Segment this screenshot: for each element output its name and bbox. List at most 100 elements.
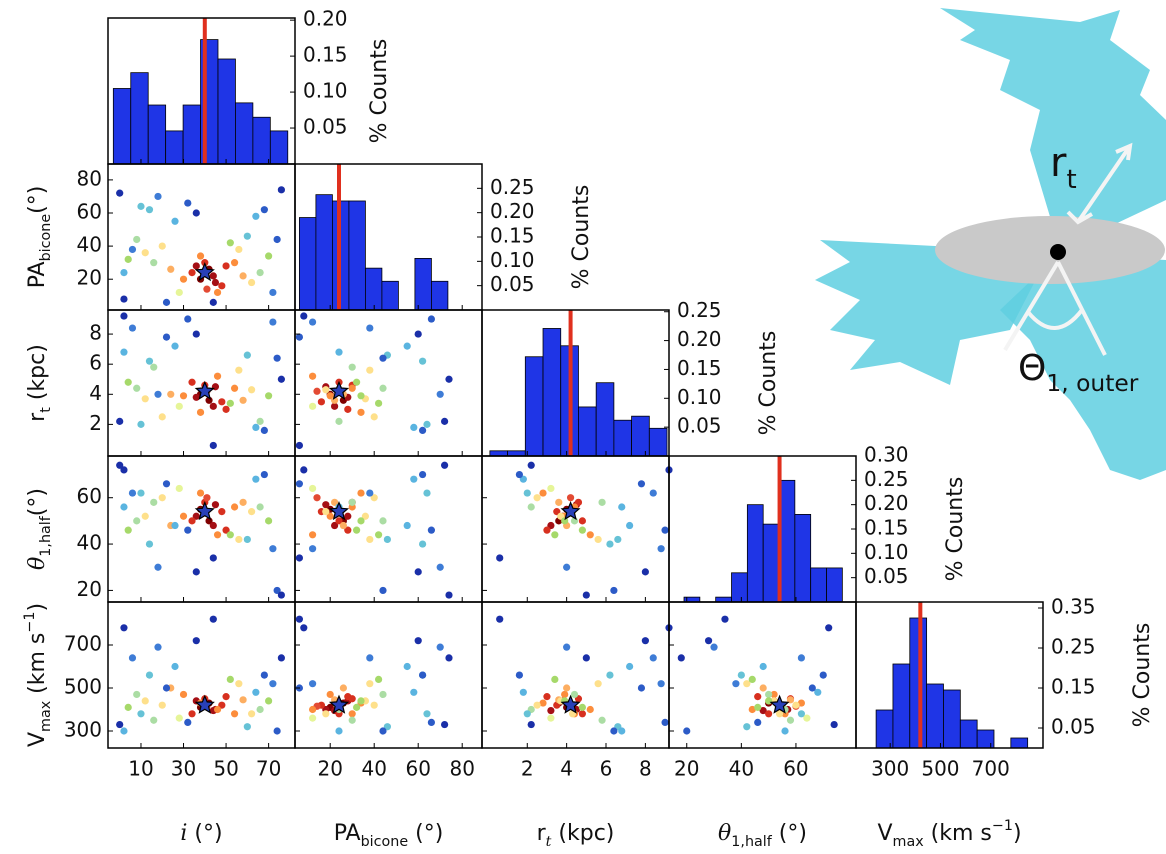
sample-point <box>743 723 750 730</box>
sample-point <box>137 421 144 428</box>
hist-y-tick-label: 0.05 <box>303 115 348 139</box>
label-part: max <box>38 701 54 732</box>
sample-point <box>278 186 285 193</box>
x-axis-label: θ1,half (°) <box>718 821 807 850</box>
sample-point <box>239 272 246 279</box>
sample-point <box>265 252 272 259</box>
sample-point <box>419 358 426 365</box>
sample-point <box>344 406 351 413</box>
y-axis-label: rt (kpc) <box>25 344 54 422</box>
sample-point <box>787 717 794 724</box>
hist-bar <box>431 281 448 310</box>
sample-point <box>516 471 523 478</box>
sample-point <box>252 213 259 220</box>
sample-point <box>379 587 386 594</box>
y-axis-label: θ1,half(°) <box>25 488 54 570</box>
x-tick-label: 700 <box>972 757 1010 781</box>
hist-y-tick-label: 0.15 <box>864 516 909 540</box>
sample-point <box>539 489 546 496</box>
sample-point <box>244 352 251 359</box>
sample-point <box>349 717 356 724</box>
hist-bar <box>578 407 596 456</box>
sample-point <box>176 289 183 296</box>
panel-frame <box>295 310 482 456</box>
sample-point <box>428 527 435 534</box>
sample-point <box>825 624 832 631</box>
hist-bar <box>253 117 270 164</box>
sample-point <box>265 392 272 399</box>
sample-point <box>188 379 195 386</box>
x-tick-label: 500 <box>921 757 959 781</box>
hist-y-tick-label: 0.05 <box>677 414 722 438</box>
label-part: r <box>1050 140 1067 186</box>
sample-point <box>366 367 373 374</box>
sample-point <box>252 689 259 696</box>
sample-point <box>798 710 805 717</box>
sample-point <box>265 697 272 704</box>
sample-point <box>618 503 625 510</box>
label-part: i <box>180 821 187 846</box>
sample-point <box>120 624 127 631</box>
sample-point <box>567 494 574 501</box>
sample-point <box>137 203 144 210</box>
y-tick-label: 6 <box>89 351 102 375</box>
sample-point <box>754 704 761 711</box>
sample-point <box>212 501 219 508</box>
label-part: −1 <box>22 612 38 633</box>
sample-point <box>379 385 386 392</box>
sample-point <box>650 489 657 496</box>
sample-point <box>150 364 157 371</box>
sample-point <box>210 299 217 306</box>
sample-point <box>227 676 234 683</box>
hist-bar <box>649 428 667 456</box>
hist-bar <box>148 105 165 164</box>
label-part: Θ <box>1018 348 1046 389</box>
label-part: (°) <box>408 821 443 846</box>
sample-point <box>120 269 127 276</box>
sample-point <box>222 693 229 700</box>
sample-point <box>274 355 281 362</box>
panel-frame <box>669 602 856 748</box>
hist-y-tick-label: 0.10 <box>490 248 535 272</box>
label-part: (°) <box>25 488 50 516</box>
sample-point <box>125 527 132 534</box>
sample-point <box>239 499 246 506</box>
sample-point <box>218 508 225 515</box>
sample-point <box>171 343 178 350</box>
sample-point <box>197 489 204 496</box>
hist-bar <box>525 357 543 456</box>
sample-point <box>441 418 448 425</box>
sample-point <box>300 624 307 631</box>
x-tick-label: 60 <box>405 757 430 781</box>
sample-point <box>371 413 378 420</box>
scatter-panel: 2468 <box>89 310 295 456</box>
sample-point <box>163 480 170 487</box>
y-tick-label: 4 <box>89 381 102 405</box>
hist-bar <box>747 505 763 602</box>
sample-point <box>516 672 523 679</box>
sample-point <box>340 684 347 691</box>
hist-bar <box>299 218 316 310</box>
corner-plot: rt Θ1, outer 0.050.100.150.20% Counts204… <box>0 0 1166 854</box>
sample-point <box>142 513 149 520</box>
sample-point <box>579 527 586 534</box>
sample-point <box>705 637 712 644</box>
hist-bar <box>732 573 748 602</box>
sample-point <box>116 418 123 425</box>
hist-bar <box>415 258 432 310</box>
sample-point <box>404 663 411 670</box>
hist-bar <box>365 268 382 310</box>
sample-point <box>423 421 430 428</box>
sample-point <box>419 540 426 547</box>
sample-point <box>445 376 452 383</box>
scatter-panel: 30050070010305070 <box>64 602 295 781</box>
sample-point <box>524 710 531 717</box>
sample-point <box>180 691 187 698</box>
hist-bar <box>876 710 893 748</box>
sample-point <box>375 531 382 538</box>
sample-point <box>520 689 527 696</box>
sample-point <box>129 654 136 661</box>
hist-bar <box>893 664 910 748</box>
sample-point <box>150 717 157 724</box>
sample-point <box>159 702 166 709</box>
